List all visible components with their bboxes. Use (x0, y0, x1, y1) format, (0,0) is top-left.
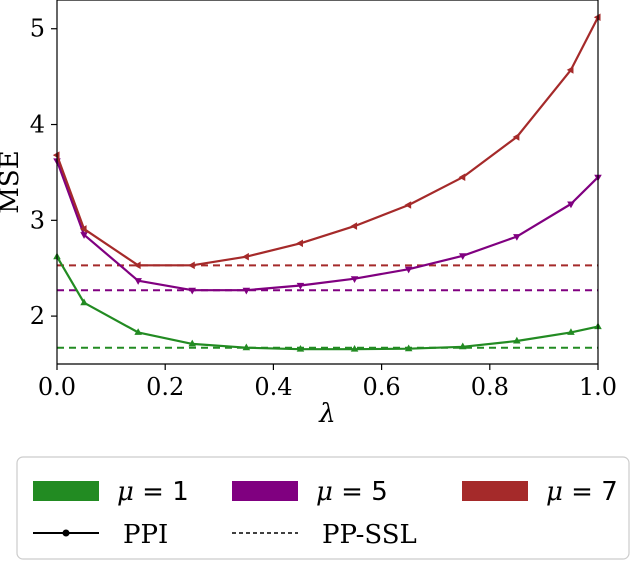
data-point-1-7 (404, 344, 413, 352)
data-point-2-9 (513, 234, 521, 241)
axes: 0.0 0.2 0.4 0.6 0.8 1.0 2 3 4 5 λ MSE (0, 0, 617, 429)
series-line-2 (55, 160, 599, 292)
data-point-2-2 (134, 278, 142, 285)
y-tick-label: 3 (30, 206, 45, 234)
series-line-1 (56, 256, 599, 351)
data-point-1-8 (458, 342, 467, 350)
data-point-1-1 (80, 298, 88, 306)
data-point-1-6 (350, 344, 359, 352)
legend-label-3: μ = 7 (546, 477, 618, 507)
x-tick-label: 0.2 (146, 373, 184, 401)
data-point-3-9 (512, 133, 520, 141)
data-point-3-2 (133, 261, 141, 270)
legend-label-1: μ = 1 (117, 477, 189, 507)
x-tick-label: 0.8 (471, 373, 509, 401)
data-point-3-8 (458, 173, 466, 181)
data-point-2-4 (242, 287, 251, 295)
legend-label-pp-ssl: PP-SSL (322, 520, 417, 550)
data-point-3-11 (593, 13, 601, 22)
data-point-2-7 (404, 266, 413, 274)
y-tick-label: 4 (30, 111, 45, 139)
legend-swatch-1 (33, 481, 99, 501)
data-point-2-6 (350, 276, 359, 283)
data-point-3-10 (566, 66, 574, 74)
data-point-3-7 (404, 201, 412, 209)
series-line-3 (55, 16, 599, 267)
data-point-2-10 (567, 201, 575, 209)
x-tick-label: 1.0 (579, 373, 617, 401)
data-point-3-6 (350, 222, 358, 230)
data-point-1-10 (567, 328, 575, 335)
data-point-1-4 (242, 343, 251, 351)
legend: μ = 1 μ = 5 μ = 7 PPI PP-SSL (16, 456, 630, 560)
x-tick-label: 0.0 (38, 373, 76, 401)
x-axis-label: λ (318, 399, 335, 429)
legend-swatch-3 (462, 481, 528, 501)
data-point-2-1 (80, 232, 88, 239)
data-point-3-5 (296, 239, 303, 248)
data-point-2-5 (296, 282, 305, 290)
data-point-1-9 (513, 336, 521, 344)
data-point-3-0 (52, 151, 60, 159)
plot-area (52, 13, 602, 352)
y-tick-label: 2 (30, 302, 45, 330)
data-point-2-8 (458, 253, 467, 260)
data-point-3-1 (79, 225, 87, 233)
x-tick-label: 0.4 (254, 373, 292, 401)
data-point-1-5 (296, 344, 305, 352)
data-point-1-3 (188, 339, 197, 347)
legend-swatch-2 (232, 481, 298, 501)
y-axis-label: MSE (0, 150, 25, 213)
legend-solid-marker (62, 529, 70, 537)
data-point-3-4 (242, 252, 249, 261)
data-point-1-2 (134, 328, 142, 335)
legend-label-2: μ = 5 (316, 477, 388, 507)
legend-label-ppi: PPI (123, 520, 168, 550)
data-point-3-3 (188, 261, 195, 270)
y-tick-label: 5 (30, 15, 45, 43)
x-tick-label: 0.6 (363, 373, 401, 401)
data-point-2-3 (188, 287, 197, 295)
